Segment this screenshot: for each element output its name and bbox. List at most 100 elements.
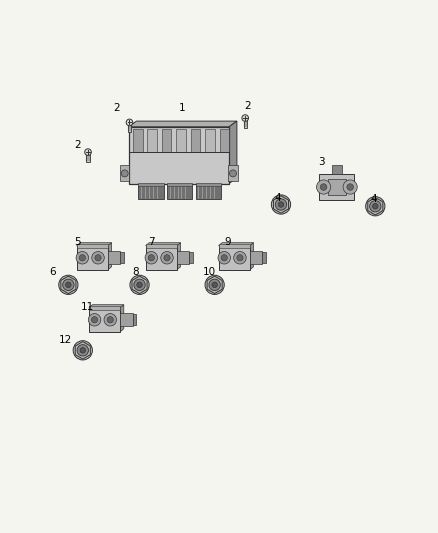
Bar <box>120 165 130 181</box>
Circle shape <box>161 252 173 264</box>
Circle shape <box>126 119 133 126</box>
Circle shape <box>209 279 220 290</box>
Text: 2: 2 <box>244 101 251 111</box>
Circle shape <box>320 184 327 190</box>
Bar <box>77 244 108 248</box>
Bar <box>319 174 354 200</box>
Bar <box>162 129 171 152</box>
Polygon shape <box>146 243 180 246</box>
Text: 6: 6 <box>49 266 56 277</box>
Bar <box>108 251 120 264</box>
Bar <box>250 251 262 264</box>
Circle shape <box>218 252 230 264</box>
Circle shape <box>130 275 149 294</box>
Circle shape <box>212 282 217 288</box>
Text: 4: 4 <box>371 194 377 204</box>
Text: 2: 2 <box>74 140 81 150</box>
Bar <box>244 118 247 128</box>
Circle shape <box>230 170 237 177</box>
Bar <box>128 123 131 132</box>
Circle shape <box>370 200 381 212</box>
Circle shape <box>221 255 227 261</box>
Bar <box>138 183 163 186</box>
Polygon shape <box>177 243 180 270</box>
Bar <box>196 183 221 199</box>
Circle shape <box>92 317 98 323</box>
Bar <box>205 129 215 152</box>
Circle shape <box>107 317 113 323</box>
Circle shape <box>145 252 158 264</box>
Circle shape <box>137 282 142 288</box>
Bar <box>177 251 189 264</box>
Circle shape <box>373 204 378 209</box>
Bar <box>191 129 200 152</box>
Text: 1: 1 <box>179 103 185 114</box>
Bar <box>77 246 108 270</box>
Polygon shape <box>129 121 237 127</box>
Text: 7: 7 <box>148 238 155 247</box>
Circle shape <box>242 115 248 122</box>
Circle shape <box>59 275 78 294</box>
Circle shape <box>77 345 88 356</box>
Circle shape <box>73 341 92 360</box>
Circle shape <box>92 252 104 264</box>
Circle shape <box>66 282 71 288</box>
Text: 9: 9 <box>224 238 231 247</box>
Circle shape <box>276 199 287 210</box>
Circle shape <box>79 255 85 261</box>
Bar <box>133 314 136 325</box>
Circle shape <box>317 180 331 194</box>
Bar <box>219 129 229 152</box>
Polygon shape <box>120 305 124 332</box>
Bar <box>133 129 143 152</box>
Circle shape <box>366 197 385 216</box>
Bar <box>177 129 186 152</box>
Circle shape <box>272 195 291 214</box>
Bar <box>228 165 238 181</box>
Text: 12: 12 <box>59 335 72 345</box>
Circle shape <box>104 313 117 326</box>
Bar <box>138 183 163 199</box>
Polygon shape <box>229 121 237 183</box>
Circle shape <box>63 279 74 290</box>
Circle shape <box>347 184 353 190</box>
Circle shape <box>164 255 170 261</box>
Circle shape <box>85 149 92 156</box>
Circle shape <box>234 252 246 264</box>
Bar <box>167 183 192 199</box>
Bar <box>332 165 342 174</box>
Circle shape <box>278 202 284 207</box>
Polygon shape <box>108 243 112 270</box>
Bar <box>148 129 157 152</box>
Bar <box>189 252 193 263</box>
Circle shape <box>121 170 128 177</box>
Text: 5: 5 <box>74 238 81 247</box>
Bar <box>120 313 133 326</box>
Circle shape <box>80 348 85 353</box>
Circle shape <box>76 252 88 264</box>
Bar <box>89 306 120 310</box>
Bar <box>146 244 177 248</box>
Polygon shape <box>250 243 254 270</box>
Circle shape <box>205 275 224 294</box>
Text: 2: 2 <box>113 103 120 114</box>
Bar <box>167 183 192 186</box>
Text: 10: 10 <box>203 266 216 277</box>
Circle shape <box>134 279 145 290</box>
Bar <box>86 152 90 161</box>
Bar <box>146 246 177 270</box>
Bar <box>120 252 124 263</box>
Bar <box>219 244 250 248</box>
Text: 4: 4 <box>275 192 281 203</box>
Circle shape <box>95 255 101 261</box>
Circle shape <box>148 255 155 261</box>
Circle shape <box>88 313 101 326</box>
Bar <box>328 180 346 195</box>
Circle shape <box>343 180 357 194</box>
Text: 8: 8 <box>132 266 138 277</box>
Bar <box>89 308 120 332</box>
Bar <box>129 127 229 183</box>
Bar <box>196 183 221 186</box>
Polygon shape <box>89 305 124 308</box>
Polygon shape <box>219 243 254 246</box>
